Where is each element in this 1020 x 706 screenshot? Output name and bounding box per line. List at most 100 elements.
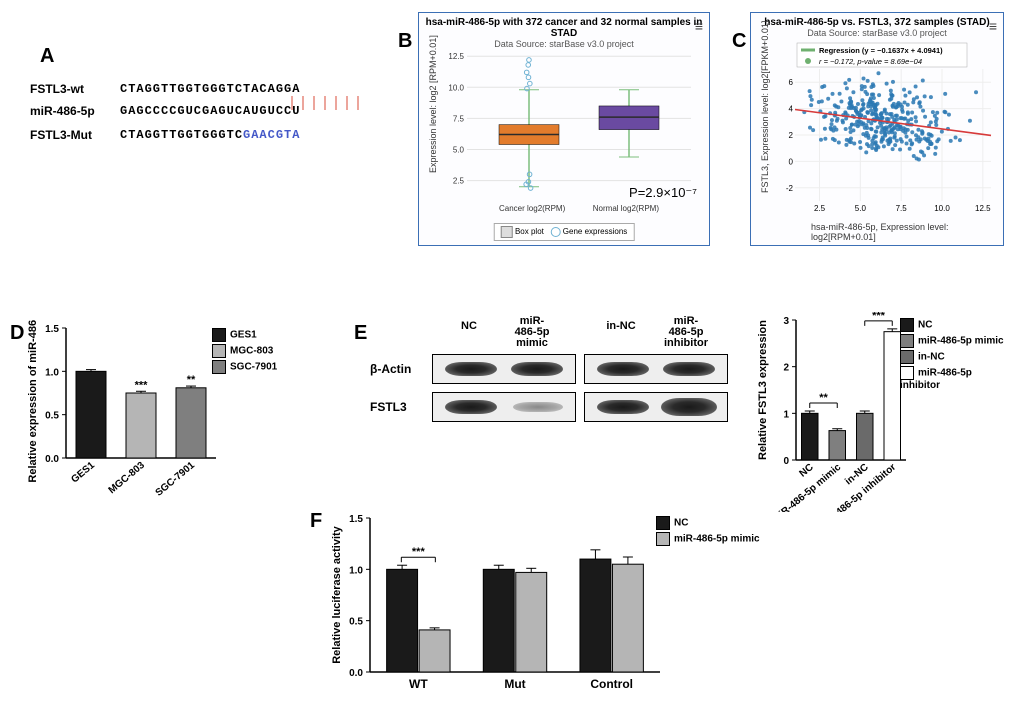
svg-text:MGC-803: MGC-803 xyxy=(107,460,148,497)
c-menu-icon[interactable]: ≡ xyxy=(989,18,997,34)
a-seq-wt-l: CTAGGTTGGTGGGTC xyxy=(120,82,243,96)
svg-text:1.0: 1.0 xyxy=(45,367,59,378)
e-legend: NC miR-486-5p mimic in-NC miR-486-5p inh… xyxy=(900,318,1010,393)
a-seq-mut-l: CTAGGTTGGTGGGTC xyxy=(120,128,243,142)
e-leg-1: miR-486-5p mimic xyxy=(918,336,1004,347)
e-blot-actin-r xyxy=(584,354,728,384)
b-title: hsa-miR-486-5p with 372 cancer and 32 no… xyxy=(419,17,709,39)
svg-text:0: 0 xyxy=(783,456,789,467)
svg-text:0.0: 0.0 xyxy=(349,668,363,679)
e-col-mimic: miR-486-5pmimic xyxy=(496,316,568,349)
a-seq-wt-r: TACAGGA xyxy=(243,82,300,96)
e-col-inh: miR-486-5pinhibitor xyxy=(650,316,722,349)
a-pair-lines xyxy=(120,96,380,110)
e-row-fstl3: FSTL3 xyxy=(370,400,407,414)
svg-text:r = −0.172, p-value = 8.69e−04: r = −0.172, p-value = 8.69e−04 xyxy=(819,57,922,66)
svg-text:Relative luciferase activity: Relative luciferase activity xyxy=(331,525,343,663)
e-leg-2: in-NC xyxy=(918,352,945,363)
f-leg-1: miR-486-5p mimic xyxy=(674,534,760,545)
svg-text:2.5: 2.5 xyxy=(453,177,465,186)
d-legend: GES1 MGC-803 SGC-7901 xyxy=(212,328,277,376)
c-title: hsa-miR-486-5p vs. FSTL3, 372 samples (S… xyxy=(751,17,1003,28)
svg-text:5.0: 5.0 xyxy=(855,204,867,213)
panel-d: 0.0 0.5 1.0 1.5 Relative expression of miR-4… xyxy=(22,320,342,510)
c-scatter: 2.5 5.0 7.5 10.0 12.5 -2 0 2 4 6 Regression (y = −… xyxy=(781,41,997,219)
svg-text:2.5: 2.5 xyxy=(814,204,826,213)
panel-c: hsa-miR-486-5p vs. FSTL3, 372 samples (S… xyxy=(750,12,1004,246)
b-legend: Box plot Gene expressions xyxy=(494,223,635,241)
f-legend: NC miR-486-5p mimic xyxy=(656,516,760,548)
svg-text:10.0: 10.0 xyxy=(934,204,950,213)
panel-a: FSTL3-wt CTAGGTTGGTGGGTCTACAGGA miR-486-… xyxy=(30,82,380,142)
f-leg-0: NC xyxy=(674,518,688,529)
a-label-wt: FSTL3-wt xyxy=(30,82,120,96)
svg-text:Control: Control xyxy=(590,677,633,691)
figure-root: A B C D E F FSTL3-wt CTAGGTTGGTGGGTCTACA… xyxy=(10,10,1010,696)
a-seq-mut-r: GAACGTA xyxy=(243,128,300,142)
panel-b: hsa-miR-486-5p with 372 cancer and 32 no… xyxy=(418,12,710,246)
svg-text:1.5: 1.5 xyxy=(45,324,59,335)
b-pvalue: P=2.9×10⁻⁷ xyxy=(629,185,697,201)
e-barchart: 0123Relative FSTL3 expressionNCmiR-486-5… xyxy=(752,312,912,512)
a-label-mir: miR-486-5p xyxy=(30,104,120,118)
svg-text:1.0: 1.0 xyxy=(349,565,363,576)
svg-text:1: 1 xyxy=(783,409,789,420)
panel-label-e: E xyxy=(354,322,367,345)
svg-text:Relative FSTL3 expression: Relative FSTL3 expression xyxy=(757,320,769,460)
svg-text:***: *** xyxy=(412,546,426,558)
c-subtitle: Data Source: starBase v3.0 project xyxy=(751,28,1003,38)
e-col-nc: NC xyxy=(436,320,502,332)
e-blot-fstl3-r xyxy=(584,392,728,422)
panel-f: 0.0 0.5 1.0 1.5 Relative luciferase activity… xyxy=(326,510,806,700)
e-col-innc: in-NC xyxy=(588,320,654,332)
svg-text:0.0: 0.0 xyxy=(45,454,59,465)
b-ylabel: Expression level: log2 [RPM+0.01] xyxy=(428,35,438,173)
svg-text:2: 2 xyxy=(789,131,794,140)
b-x1: Cancer log2(RPM) xyxy=(499,204,565,213)
svg-text:12.5: 12.5 xyxy=(449,52,465,61)
svg-text:0.5: 0.5 xyxy=(45,411,59,422)
panel-label-a: A xyxy=(40,45,54,68)
svg-text:-2: -2 xyxy=(786,184,794,193)
svg-text:0.5: 0.5 xyxy=(349,617,363,628)
svg-text:Mut: Mut xyxy=(504,677,525,691)
svg-text:Regression (y = −0.1637x + 4.0: Regression (y = −0.1637x + 4.0941) xyxy=(819,46,943,55)
svg-text:5.0: 5.0 xyxy=(453,145,465,154)
svg-text:Relative expression of miR-486: Relative expression of miR-486-5p xyxy=(27,320,39,483)
e-blot-actin-l xyxy=(432,354,576,384)
svg-text:0: 0 xyxy=(789,157,794,166)
svg-text:GES1: GES1 xyxy=(69,460,97,486)
b-leg-gene: Gene expressions xyxy=(563,227,627,236)
e-row-actin: β-Actin xyxy=(370,362,411,376)
svg-text:3: 3 xyxy=(783,316,789,327)
svg-text:**: ** xyxy=(187,374,196,386)
a-label-mut: FSTL3-Mut xyxy=(30,128,120,142)
d-barchart: 0.0 0.5 1.0 1.5 Relative expression of miR-4… xyxy=(22,320,222,510)
svg-text:SGC-7901: SGC-7901 xyxy=(154,460,198,499)
d-leg-1: MGC-803 xyxy=(230,346,273,357)
e-blot-fstl3-l xyxy=(432,392,576,422)
c-xlabel: hsa-miR-486-5p, Expression level: log2[R… xyxy=(811,222,1003,242)
d-leg-0: GES1 xyxy=(230,330,257,341)
svg-text:1.5: 1.5 xyxy=(349,514,363,525)
panel-label-b: B xyxy=(398,30,412,53)
f-barchart: 0.0 0.5 1.0 1.5 Relative luciferase activity… xyxy=(326,510,666,696)
panel-e: NC miR-486-5pmimic in-NC miR-486-5pinhib… xyxy=(370,318,1010,503)
panel-label-f: F xyxy=(310,510,322,533)
svg-text:4: 4 xyxy=(789,105,794,114)
svg-text:***: *** xyxy=(872,312,886,322)
svg-text:NC: NC xyxy=(798,462,816,480)
svg-text:12.5: 12.5 xyxy=(975,204,991,213)
svg-text:7.5: 7.5 xyxy=(453,114,465,123)
panel-label-c: C xyxy=(732,30,746,53)
e-leg-0: NC xyxy=(918,320,932,331)
b-leg-box: Box plot xyxy=(515,227,544,236)
d-leg-2: SGC-7901 xyxy=(230,362,277,373)
svg-text:***: *** xyxy=(135,379,149,391)
c-ylabel: FSTL3, Expression level: log2[FPKM+0.01] xyxy=(760,21,770,193)
svg-text:7.5: 7.5 xyxy=(896,204,908,213)
svg-text:WT: WT xyxy=(409,677,428,691)
svg-text:10.0: 10.0 xyxy=(449,83,465,92)
b-menu-icon[interactable]: ≡ xyxy=(695,18,703,34)
svg-text:6: 6 xyxy=(789,78,794,87)
